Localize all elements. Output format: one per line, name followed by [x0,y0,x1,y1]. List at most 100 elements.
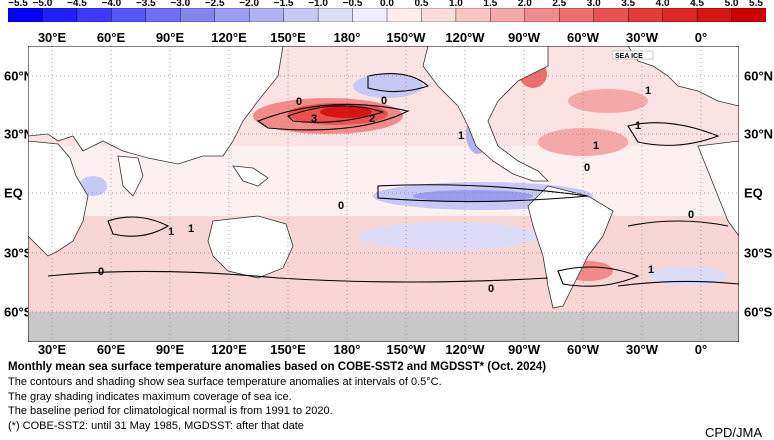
lon-label: 150°W [386,30,426,45]
contour-label: 2 [369,113,375,125]
colorbar-segment [111,8,147,22]
lon-labels-bottom: 30°E 60°E 90°E 120°E 150°E 180° 150°W 120°W 90°W… [0,342,774,358]
lon-label: 120°W [445,342,485,357]
colorbar-segment [248,8,285,22]
lon-labels-top: 30°E 60°E 90°E 120°E 150°E 180° 150°W 120°W 90°W… [0,30,774,46]
contour-line [286,105,385,123]
colorbar-segment [76,8,113,22]
contour-line [627,220,729,227]
contour-value-labels: 0 0 1 2 3 1 1 1 0 0 1 0 1 0 0 1 [98,85,694,295]
lon-label: 90°W [508,30,540,45]
lat-label-60s: 60°S [4,304,33,320]
contour-lines [47,73,739,287]
colorbar-tick-label: −4.0 [101,0,122,9]
colorbar-tick-label: 0.5 [414,0,429,9]
caption-title: Monthly mean sea surface temperature ano… [8,361,547,373]
lat-label-60s-right: 60°S [744,304,773,320]
contour-label: 0 [381,95,387,107]
contour-label: 1 [593,140,599,152]
contour-line [627,122,720,146]
lon-label: 180° [333,30,361,45]
colorbar-tick-label: −4.5 [67,0,87,9]
arabian-sea-cool-patch [79,176,107,196]
lon-label: 90°E [155,30,185,45]
colorbar-segment [490,8,526,22]
colorbar-segment [524,8,560,22]
colorbar-segment [8,8,44,22]
colorbar-segment [559,8,595,22]
contour-label: 0 [98,266,104,278]
colorbar-tick-label: 3.5 [621,0,636,9]
colorbar-segment [352,8,388,22]
lon-label: 60°E [96,30,126,45]
colorbar-tick-label: −3.5 [135,0,156,9]
lon-label: 0° [694,30,708,45]
contour-label: 1 [635,120,641,132]
colorbar-tick-label: 5.0 [724,0,739,9]
lon-label: 30°W [626,30,658,45]
colorbar-tick-labels: −5.5 −5.0 −4.5 −4.0 −3.5 −3.0 −2.5 −2.0 −1.5 −1.0… [0,0,774,10]
colorbar-segment [145,8,181,22]
lon-label: 90°E [155,342,185,357]
caption-line: The contours and shading show sea surfac… [8,376,442,388]
colorbar-segment [627,8,664,22]
lon-label: 120°E [211,342,247,357]
lon-label: 180° [333,342,361,357]
lon-label: 60°W [567,342,599,357]
contour-label: 0 [688,209,694,221]
colorbar-tick-label: 5.5 [749,0,763,9]
colorbar-segment [180,8,216,22]
lon-label: 150°E [270,30,306,45]
colorbar-segment [42,8,78,22]
colorbar-tick-label: −1.0 [308,0,328,9]
lon-label: 30°E [37,342,67,357]
colorbar-segment [386,8,423,22]
colorbar-tick-label: 2.0 [517,0,532,9]
colorbar-tick-label: 4.0 [655,0,670,9]
west-africa [697,140,739,237]
lat-label-30n-right: 30°N [744,126,774,142]
south-america [527,185,614,309]
contour-line [557,266,640,287]
colorbar-segment [662,8,698,22]
contour-label: 1 [458,130,464,142]
colorbar-tick-label: 1.0 [448,0,463,9]
contour-label: 1 [648,264,654,276]
bering-cool-patch [353,74,423,98]
caption-line: The baseline period for climatological n… [8,405,333,417]
landmasses [28,46,739,309]
lat-label-60n: 60°N [4,68,34,84]
colorbar-tick-label: 2.5 [552,0,567,9]
lat-label-eq: EQ [4,185,23,201]
contour-label: 1 [188,223,194,235]
lon-label: 90°W [508,342,540,357]
graticule [28,46,739,342]
contour-label: 0 [488,283,494,295]
india [117,155,144,197]
contour-label: 1 [168,226,174,238]
contour-label: 0 [584,162,590,174]
colorbar-segment [317,8,354,22]
sea-ice-label: SEA ICE [615,53,643,60]
sst-anomaly-map: SEA ICE 0 0 1 2 3 1 1 1 0 0 1 [28,46,739,342]
contour-label: 0 [338,200,344,212]
caption-line: The gray shading indicates maximum cover… [8,390,292,403]
colorbar-tick-label: −3.0 [170,0,191,9]
colorbar-tick-label: 3.0 [586,0,601,9]
lon-label: 60°W [567,30,599,45]
lat-label-eq-right: EQ [744,185,763,201]
contour-line [256,103,410,131]
south-pacific-cool-patch [358,222,538,250]
colorbar-segment [731,8,766,22]
colorbar-segment [696,8,733,22]
south-atlantic-cool-patch [648,266,728,286]
lat-label-60n-right: 60°N [744,68,774,84]
lat-label-30n: 30°N [4,126,34,142]
lon-label: 30°E [37,30,67,45]
contour-line [617,280,739,287]
colorbar-segment [214,8,250,22]
colorbar-tick-label: −5.5 [8,0,28,9]
lon-label: 150°W [386,342,426,357]
lon-label: 150°E [270,342,306,357]
equatorial-cool-core [413,190,533,202]
